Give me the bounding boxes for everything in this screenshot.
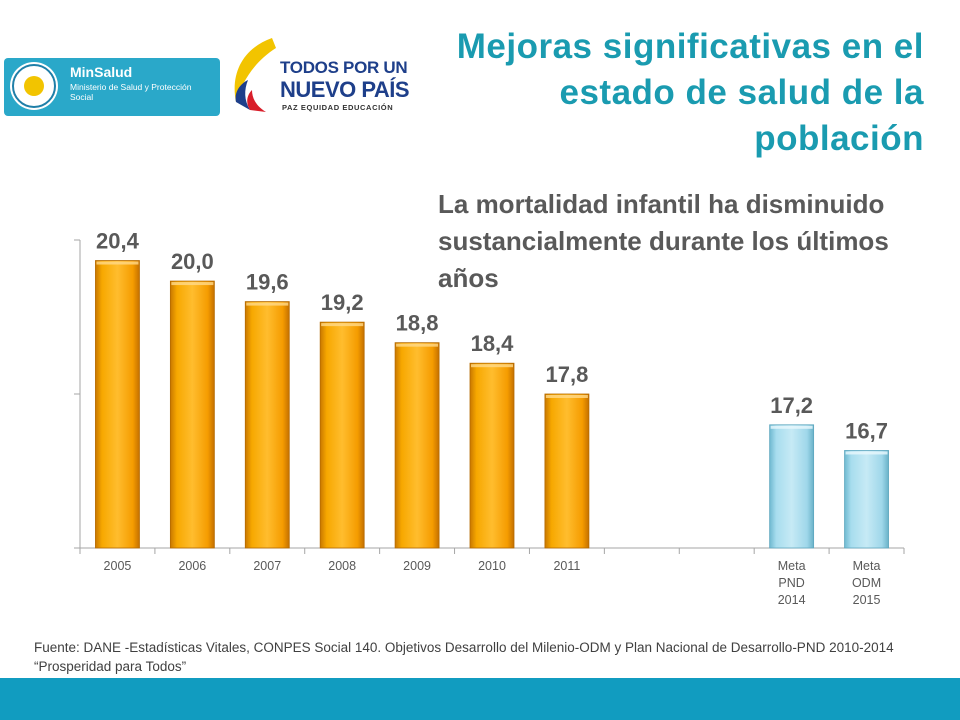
bar-0 [95, 260, 140, 549]
data-label-10: 16,7 [845, 418, 888, 443]
x-tick-label: 2015 [853, 593, 881, 607]
data-label-9: 17,2 [770, 393, 813, 418]
data-label-4: 18,8 [396, 311, 439, 336]
bar-highlight-5 [471, 364, 513, 368]
chart-subtitle: La mortalidad infantil ha disminuido sus… [438, 189, 889, 293]
bar-1 [169, 280, 215, 549]
data-label-0: 20,4 [96, 229, 140, 254]
data-label-1: 20,0 [171, 249, 214, 274]
bar-highlight-10 [845, 451, 888, 455]
footer-bar [0, 678, 960, 720]
bar-highlight-9 [770, 425, 813, 429]
x-tick-label: 2011 [553, 559, 580, 573]
todos-por-un-nuevo-pais-logo: TODOS POR UN NUEVO PAÍS PAZ EQUIDAD EDUC… [226, 34, 410, 120]
bar-highlight-3 [321, 323, 364, 327]
data-label-6: 17,8 [545, 362, 588, 387]
brand-line-2: NUEVO PAÍS [280, 77, 410, 102]
x-tick-label: 2009 [403, 559, 431, 573]
x-tick-label: Meta [778, 559, 806, 573]
minsalud-logo-name: MinSalud [70, 64, 133, 80]
colombia-seal-icon [10, 62, 58, 110]
x-tick-label: 2005 [104, 559, 132, 573]
brand-swoosh-icon [234, 38, 276, 112]
bar-6 [544, 393, 590, 549]
bar-9 [769, 424, 815, 549]
bar-10 [844, 450, 889, 549]
bar-highlight-2 [246, 302, 289, 306]
x-tick-label: 2010 [478, 559, 506, 573]
bar-highlight-1 [171, 282, 214, 286]
bar-highlight-4 [396, 343, 439, 347]
x-tick-label: 2014 [778, 593, 806, 607]
minsalud-logo: MinSalud Ministerio de Salud y Protecció… [4, 58, 220, 116]
bar-2 [244, 301, 290, 549]
data-label-3: 19,2 [321, 290, 364, 315]
bar-3 [319, 321, 365, 549]
bar-highlight-0 [96, 261, 139, 265]
x-tick-label: 2006 [178, 559, 206, 573]
x-tick-label: ODM [852, 576, 881, 590]
bar-5 [469, 362, 515, 549]
brand-tagline: PAZ EQUIDAD EDUCACIÓN [282, 103, 394, 112]
page-title: Mejoras significativas en el estado de s… [456, 27, 924, 158]
data-label-5: 18,4 [471, 331, 515, 356]
x-tick-label: PND [778, 576, 804, 590]
mortality-bar-chart: 20,4 2005 20,0 2006 19,6 2007 19,2 2008 18,8 2009… [74, 229, 905, 607]
x-tick-label: Meta [853, 559, 881, 573]
data-label-2: 19,6 [246, 270, 289, 295]
source-note: Fuente: DANE -Estadísticas Vitales, CONP… [34, 640, 894, 674]
minsalud-logo-description: Ministerio de Salud y Protección Social [70, 82, 192, 102]
x-tick-label: 2008 [328, 559, 356, 573]
x-tick-label: 2007 [253, 559, 281, 573]
bar-highlight-6 [545, 395, 588, 398]
brand-line-1: TODOS POR UN [280, 58, 408, 77]
bar-4 [394, 342, 440, 549]
